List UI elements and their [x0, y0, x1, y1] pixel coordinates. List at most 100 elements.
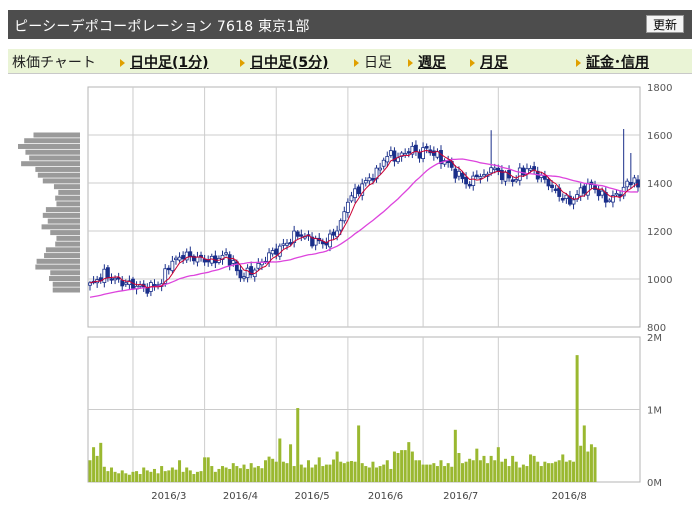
candle-body	[478, 176, 483, 179]
candle-body	[231, 260, 236, 264]
tab-3: 日足	[354, 52, 392, 72]
tab-2[interactable]: 日中足(5分)	[240, 52, 329, 72]
arrow-right-icon	[470, 59, 475, 67]
tab-label: 株価チャート	[12, 55, 96, 71]
date-tick-label: 2016/7	[443, 491, 478, 502]
volume-bar	[450, 466, 454, 482]
volume-bar	[170, 467, 174, 482]
volume-bar	[174, 469, 178, 482]
candle-body	[489, 167, 494, 174]
profile-bar	[36, 258, 80, 264]
candle-body	[202, 258, 207, 263]
candle-body	[88, 282, 92, 286]
arrow-right-icon	[408, 59, 413, 67]
volume-bar	[149, 471, 153, 482]
volume-bar	[188, 470, 192, 482]
volume-bar	[249, 463, 253, 482]
candle-body	[313, 237, 318, 246]
volume-bar	[400, 450, 404, 482]
volume-tick-label: 2M	[647, 333, 662, 344]
volume-bar	[421, 464, 425, 482]
candle-body	[356, 186, 361, 195]
volume-bar	[271, 458, 275, 482]
candle-body	[564, 194, 569, 199]
volume-bar	[432, 463, 436, 482]
volume-bar	[586, 451, 590, 482]
price-volume-profile	[18, 132, 81, 293]
volume-bar	[289, 444, 293, 482]
title-bar: ピーシーデポコーポレーション 7618 東京1部 更新	[8, 10, 692, 39]
volume-bar	[152, 468, 156, 482]
candle-body	[191, 255, 196, 262]
volume-bar	[221, 466, 225, 482]
volume-bar	[457, 453, 461, 482]
profile-bar	[33, 132, 80, 138]
volume-tick-label: 1M	[647, 406, 662, 417]
volume-bar	[382, 464, 386, 482]
candle-body	[482, 174, 486, 177]
candle-body	[249, 266, 254, 276]
volume-bar	[210, 466, 214, 482]
candle-body	[285, 242, 289, 246]
volume-bar	[349, 460, 353, 482]
volume-bar	[296, 408, 300, 482]
volume-bar	[410, 451, 414, 482]
volume-bar	[163, 471, 167, 482]
volume-bars	[88, 355, 597, 482]
candle-body	[546, 178, 551, 187]
tab-1[interactable]: 日中足(1分)	[120, 52, 209, 72]
tab-label: 日中足(1分)	[130, 55, 209, 71]
candle-body	[174, 257, 178, 261]
tab-4[interactable]: 週足	[408, 52, 446, 72]
candle-body	[184, 251, 189, 261]
candle-body	[503, 171, 508, 182]
volume-bar	[102, 466, 106, 482]
candle-body	[363, 180, 368, 184]
profile-bar	[50, 270, 80, 276]
profile-bar	[21, 161, 81, 167]
volume-bar	[475, 448, 479, 482]
tab-5[interactable]: 月足	[470, 52, 508, 72]
candle-body	[528, 167, 533, 171]
price-tick-label: 1600	[647, 131, 672, 142]
volume-bar	[428, 464, 432, 482]
candle-body	[542, 175, 547, 180]
chart-tabs: 株価チャート 日中足(1分) 日中足(5分) 日足 週足 月足 証金･信用	[8, 49, 692, 74]
price-tick-label: 1800	[647, 83, 672, 94]
volume-bar	[339, 461, 343, 482]
tab-label: 日足	[364, 55, 392, 71]
volume-bar	[529, 454, 533, 482]
profile-bar	[49, 276, 80, 282]
volume-bar	[557, 460, 561, 482]
profile-bar	[42, 212, 80, 218]
tab-label: 月足	[480, 55, 508, 71]
volume-bar	[281, 461, 285, 482]
price-tick-label: 1200	[647, 227, 672, 238]
candle-body	[177, 256, 182, 261]
date-tick-label: 2016/5	[294, 491, 329, 502]
candle-body	[381, 159, 386, 167]
volume-bar	[228, 468, 232, 482]
volume-bar	[486, 463, 490, 482]
profile-bar	[50, 230, 80, 236]
candle-body	[145, 287, 150, 294]
volume-bar	[135, 471, 139, 482]
volume-bar	[217, 468, 221, 482]
volume-bar	[367, 467, 371, 482]
candle-body	[335, 230, 340, 238]
tab-6[interactable]: 証金･信用	[576, 52, 649, 72]
volume-bar	[532, 455, 536, 482]
candle-body	[195, 256, 200, 263]
volume-bar	[589, 444, 593, 482]
candle-body	[568, 195, 572, 205]
page-title: ピーシーデポコーポレーション 7618 東京1部	[14, 19, 310, 35]
volume-bar	[267, 456, 271, 482]
refresh-button[interactable]: 更新	[645, 15, 684, 33]
volume-bar	[500, 461, 504, 482]
volume-bar	[564, 461, 568, 482]
volume-bar	[120, 470, 124, 482]
candle-body	[431, 150, 436, 156]
volume-bar	[375, 467, 379, 482]
candle-body	[349, 195, 354, 202]
candle-body	[600, 190, 605, 196]
